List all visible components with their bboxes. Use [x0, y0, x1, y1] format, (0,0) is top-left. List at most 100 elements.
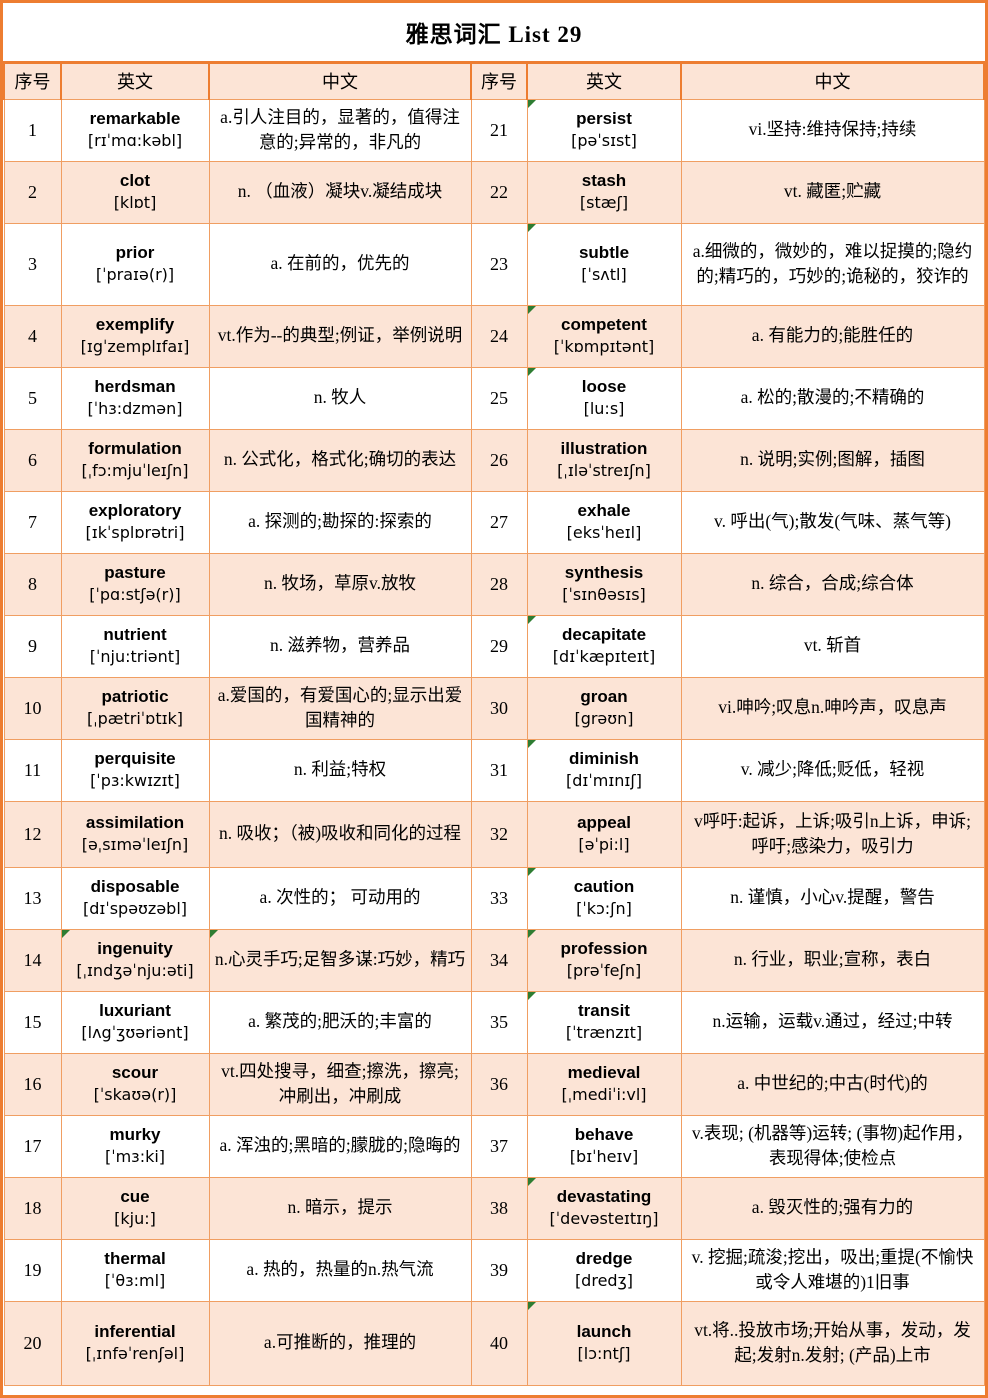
chinese-meaning: a.引人注目的，显著的，值得注意的;异常的，非凡的 [220, 106, 460, 152]
english-word: groan [580, 687, 628, 707]
chinese-cell: vt.四处搜寻，细查;擦洗，擦亮;冲刷出，冲刷成 [208, 1052, 472, 1116]
table-row: 3 prior [ˈpraɪə(r)] a. 在前的，优先的 23 subtle… [3, 222, 985, 306]
word-number: 14 [23, 949, 42, 970]
english-word: luxuriant [99, 1001, 171, 1021]
phonetic: [kju:] [114, 1209, 156, 1229]
index-cell: 34 [470, 928, 528, 992]
phonetic: [dredʒ] [574, 1271, 634, 1291]
table-row: 20 inferential [ˌɪnfəˈrenʃəl] a.可推断的，推理的… [3, 1300, 985, 1386]
table-row: 15 luxuriant [lʌgˈʒʊəriənt] a. 繁茂的;肥沃的;丰… [3, 990, 985, 1054]
english-cell: diminish [dɪˈmɪnɪʃ] [526, 738, 682, 802]
error-marker-icon [209, 929, 218, 938]
english-cell: groan [grəʊn] [526, 676, 682, 740]
word-number: 40 [490, 1332, 508, 1353]
word-number: 35 [490, 1011, 508, 1032]
chinese-meaning: v. 挖掘;疏浚;挖出，吸出;重提(不愉快或令人难堪的)1旧事 [691, 1246, 974, 1292]
chinese-meaning: vi.呻吟;叹息n.呻吟声，叹息声 [718, 697, 947, 718]
phonetic: [ˈkɒmpɪtənt] [553, 337, 655, 357]
english-word: decapitate [561, 625, 647, 645]
chinese-cell: v. 呼出(气);散发(气味、蒸气等) [680, 490, 985, 554]
chinese-meaning: n. 公式化，格式化;确切的表达 [223, 449, 457, 470]
phonetic: [eksˈheɪl] [566, 523, 642, 543]
chinese-meaning: n. 谨慎，小心v.提醒，警告 [730, 887, 935, 908]
english-cell: herdsman [ˈhɜ:dzmən] [60, 366, 210, 430]
index-cell: 11 [3, 738, 62, 802]
index-cell: 35 [470, 990, 528, 1054]
header-english-right: 英文 [526, 64, 682, 100]
word-number: 28 [490, 573, 508, 594]
index-cell: 19 [3, 1238, 62, 1302]
chinese-cell: a.引人注目的，显著的，值得注意的;异常的，非凡的 [208, 98, 472, 162]
phonetic: [ˌɪndʒəˈnju:əti] [76, 961, 194, 981]
error-marker-icon [527, 991, 536, 1000]
table-row: 6 formulation [ˌfɔ:mjuˈleɪʃn] n. 公式化，格式化… [3, 428, 985, 492]
chinese-meaning: n. 牧人 [313, 387, 367, 408]
index-cell: 30 [470, 676, 528, 740]
english-cell: loose [lu:s] [526, 366, 682, 430]
index-cell: 36 [470, 1052, 528, 1116]
chinese-meaning: n. 吸收；（被)吸收和同化的过程 [218, 823, 462, 844]
phonetic: [əˌsɪməˈleɪʃn] [81, 835, 189, 855]
english-cell: perquisite [ˈpɜ:kwɪzɪt] [60, 738, 210, 802]
table-row: 5 herdsman [ˈhɜ:dzmən] n. 牧人 25 loose [l… [3, 366, 985, 430]
word-number: 16 [23, 1073, 42, 1094]
phonetic: [ɪgˈzemplɪfaɪ] [80, 337, 190, 357]
chinese-meaning: a. 在前的，优先的 [270, 253, 410, 274]
chinese-cell: a. 中世纪的;中古(时代)的 [680, 1052, 985, 1116]
english-cell: launch [lɔ:ntʃ] [526, 1300, 682, 1386]
word-number: 23 [490, 253, 508, 274]
chinese-cell: a. 松的;散漫的;不精确的 [680, 366, 985, 430]
chinese-cell: n. 暗示，提示 [208, 1176, 472, 1240]
phonetic: [klɒt] [113, 193, 157, 213]
phonetic: [rɪˈmɑ:kəbl] [87, 131, 183, 151]
phonetic: [ˈdevəsteɪtɪŋ] [549, 1209, 659, 1229]
chinese-cell: n.运输，运载v.通过，经过;中转 [680, 990, 985, 1054]
phonetic: [dɪˈkæpɪteɪt] [552, 647, 656, 667]
index-cell: 13 [3, 866, 62, 930]
phonetic: [bɪˈheɪv] [569, 1147, 639, 1167]
word-number: 18 [23, 1197, 42, 1218]
index-cell: 25 [470, 366, 528, 430]
chinese-cell: a. 繁茂的;肥沃的;丰富的 [208, 990, 472, 1054]
table-row: 9 nutrient [ˈnju:triənt] n. 滋养物，营养品 29 d… [3, 614, 985, 678]
english-cell: caution [ˈkɔ:ʃn] [526, 866, 682, 930]
chinese-meaning: a.可推断的，推理的 [263, 1332, 417, 1353]
english-word: launch [576, 1322, 632, 1342]
english-cell: subtle [ˈsʌtl] [526, 222, 682, 306]
table-row: 7 exploratory [ɪkˈsplɒrətri] a. 探测的;勘探的:… [3, 490, 985, 554]
english-word: diminish [569, 749, 639, 769]
word-number: 36 [490, 1073, 508, 1094]
error-marker-icon [61, 929, 70, 938]
index-cell: 4 [3, 304, 62, 368]
table-row: 12 assimilation [əˌsɪməˈleɪʃn] n. 吸收；（被)… [3, 800, 985, 868]
english-word: transit [578, 1001, 630, 1021]
phonetic: [ˈsɪnθəsɪs] [562, 585, 646, 605]
chinese-cell: n. 牧场，草原v.放牧 [208, 552, 472, 616]
english-cell: medieval [ˌmediˈi:vl] [526, 1052, 682, 1116]
english-word: perquisite [94, 749, 176, 769]
error-marker-icon [527, 1301, 536, 1310]
chinese-cell: n. 利益;特权 [208, 738, 472, 802]
phonetic: [ɪkˈsplɒrətri] [85, 523, 185, 543]
chinese-cell: a. 有能力的;能胜任的 [680, 304, 985, 368]
index-cell: 38 [470, 1176, 528, 1240]
word-number: 11 [23, 759, 42, 780]
index-cell: 5 [3, 366, 62, 430]
word-number: 19 [23, 1259, 42, 1280]
english-cell: illustration [ˌɪləˈstreɪʃn] [526, 428, 682, 492]
chinese-meaning: n. 行业，职业;宣称，表白 [733, 949, 932, 970]
word-number: 38 [490, 1197, 508, 1218]
chinese-meaning: a. 毁灭性的;强有力的 [751, 1197, 914, 1218]
chinese-cell: a. 次性的； 可动用的 [208, 866, 472, 930]
word-number: 27 [490, 511, 508, 532]
chinese-meaning: v.表现; (机器等)运转; (事物)起作用，表现得体;使检点 [691, 1122, 974, 1168]
table-row: 8 pasture [ˈpɑ:stʃə(r)] n. 牧场，草原v.放牧 28 … [3, 552, 985, 616]
english-cell: prior [ˈpraɪə(r)] [60, 222, 210, 306]
index-cell: 6 [3, 428, 62, 492]
english-cell: nutrient [ˈnju:triənt] [60, 614, 210, 678]
error-marker-icon [527, 99, 536, 108]
english-word: clot [119, 171, 151, 191]
header-index-right: 序号 [470, 64, 528, 100]
word-number: 3 [28, 253, 37, 274]
index-cell: 3 [3, 222, 62, 306]
